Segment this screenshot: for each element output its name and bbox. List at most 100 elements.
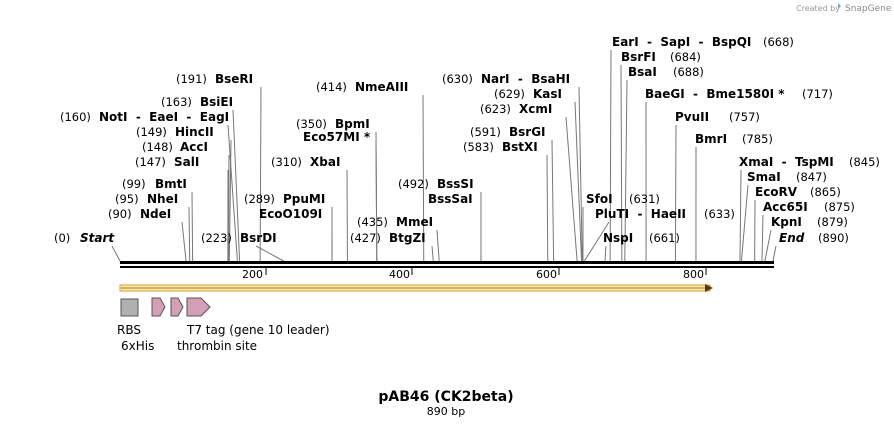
site-label[interactable]: SalI bbox=[174, 155, 199, 169]
site-leader-line bbox=[620, 64, 623, 262]
site-label[interactable]: SfoI bbox=[586, 192, 613, 206]
site-leader-lines bbox=[111, 49, 777, 262]
site-leader-line bbox=[624, 79, 628, 262]
credit-brand: SnapGene bbox=[845, 4, 892, 14]
site-leader-line bbox=[188, 206, 191, 262]
site-label[interactable]: MmeI bbox=[396, 215, 433, 229]
site-position: (223) bbox=[201, 231, 232, 245]
site-position: (163) bbox=[161, 95, 192, 109]
snapgene-logo-icon bbox=[838, 3, 841, 9]
site-position: (785) bbox=[742, 132, 773, 146]
site-label[interactable]: NspI bbox=[603, 231, 633, 245]
ruler-label: 200 bbox=[242, 268, 263, 281]
site-label[interactable]: NotI - EaeI - EagI bbox=[99, 110, 229, 124]
site-label[interactable]: Acc65I bbox=[763, 200, 808, 214]
site-position: (865) bbox=[810, 185, 841, 199]
site-label[interactable]: End bbox=[779, 231, 805, 245]
site-label[interactable]: Start bbox=[80, 231, 115, 245]
rbs-feature[interactable] bbox=[120, 298, 139, 317]
site-leader-line bbox=[259, 86, 262, 262]
site-leader-line bbox=[584, 221, 610, 262]
site-position: (684) bbox=[670, 50, 701, 64]
site-label[interactable]: BssSI bbox=[437, 177, 474, 191]
orf-arrow[interactable] bbox=[119, 284, 713, 292]
site-leader-line bbox=[565, 116, 578, 262]
site-label[interactable]: BseRI bbox=[215, 72, 253, 86]
restriction-site-labels: (0) Start (90) NdeI (95) NheI (99) BmtI … bbox=[54, 35, 880, 245]
site-position: (427) bbox=[350, 231, 381, 245]
site-leader-line bbox=[227, 124, 238, 262]
credit-prefix: Created by bbox=[796, 4, 840, 13]
site-label[interactable]: PpuMI bbox=[283, 192, 325, 206]
his-tag-feature[interactable] bbox=[151, 297, 166, 317]
plasmid-length: 890 bp bbox=[427, 405, 465, 418]
site-label[interactable]: XcmI bbox=[519, 102, 552, 116]
site-label[interactable]: EcoO109I bbox=[259, 207, 322, 221]
site-position: (350) bbox=[296, 117, 327, 131]
site-label[interactable]: BmtI bbox=[155, 177, 187, 191]
thrombin-site-label: thrombin site bbox=[177, 339, 257, 353]
site-label[interactable]: KasI bbox=[533, 87, 562, 101]
site-label[interactable]: BtgZI bbox=[389, 231, 426, 245]
site-label[interactable]: BssSaI bbox=[428, 192, 473, 206]
site-leader-line bbox=[436, 229, 440, 262]
site-leader-line bbox=[578, 86, 583, 262]
site-label[interactable]: BsiEI bbox=[200, 95, 233, 109]
site-label[interactable]: BaeGI - Bme1580I * bbox=[645, 87, 785, 101]
site-label[interactable]: Eco57MI * bbox=[303, 130, 371, 144]
site-label[interactable]: HincII bbox=[175, 125, 214, 139]
site-label[interactable]: EcoRV bbox=[755, 185, 798, 199]
site-label[interactable]: NarI - BsaHI bbox=[481, 72, 570, 86]
site-label[interactable]: BsrFI bbox=[621, 50, 656, 64]
site-label[interactable]: BsaI bbox=[628, 65, 657, 79]
site-label[interactable]: BsrDI bbox=[240, 231, 277, 245]
site-position: (847) bbox=[796, 170, 827, 184]
ruler-label: 600 bbox=[536, 268, 557, 281]
site-position: (414) bbox=[316, 80, 347, 94]
site-label[interactable]: AccI bbox=[180, 140, 208, 154]
site-label[interactable]: NdeI bbox=[140, 207, 171, 221]
ruler-label: 800 bbox=[683, 268, 704, 281]
site-leader-line bbox=[422, 94, 425, 262]
site-label[interactable]: BsrGI bbox=[509, 125, 546, 139]
site-position: (310) bbox=[271, 155, 302, 169]
site-label[interactable]: BstXI bbox=[502, 140, 538, 154]
site-leader-line bbox=[375, 131, 378, 262]
site-position: (90) bbox=[108, 207, 132, 221]
site-position: (95) bbox=[115, 192, 139, 206]
site-leader-line bbox=[546, 154, 549, 262]
site-label[interactable]: BpmI bbox=[335, 117, 370, 131]
site-label[interactable]: EarI - SapI - BspQI bbox=[612, 35, 751, 49]
thrombin-site-feature[interactable] bbox=[170, 297, 184, 317]
site-leader-line bbox=[431, 245, 434, 262]
site-position: (661) bbox=[649, 231, 680, 245]
site-label[interactable]: PvuII bbox=[675, 110, 709, 124]
site-leader-line bbox=[761, 214, 764, 262]
site-leader-line bbox=[181, 221, 187, 262]
site-position: (149) bbox=[136, 125, 167, 139]
site-label[interactable]: PluTI - HaeII bbox=[595, 207, 686, 221]
site-leader-line bbox=[604, 245, 607, 262]
site-position: (160) bbox=[60, 110, 91, 124]
t7-tag-feature[interactable] bbox=[186, 297, 211, 317]
site-position: (147) bbox=[135, 155, 166, 169]
site-leader-line bbox=[739, 169, 742, 262]
site-label[interactable]: NheI bbox=[147, 192, 178, 206]
site-label[interactable]: XbaI bbox=[310, 155, 340, 169]
site-label[interactable]: BmrI bbox=[695, 132, 727, 146]
site-leader-line bbox=[674, 124, 677, 262]
site-position: (289) bbox=[244, 192, 275, 206]
site-position: (879) bbox=[817, 215, 848, 229]
site-label[interactable]: XmaI - TspMI bbox=[739, 155, 834, 169]
site-position: (890) bbox=[818, 231, 849, 245]
site-label[interactable]: KpnI bbox=[771, 215, 802, 229]
site-position: (583) bbox=[463, 140, 494, 154]
site-position: (717) bbox=[802, 87, 833, 101]
site-position: (688) bbox=[673, 65, 704, 79]
sequence-backbone-bottom bbox=[120, 266, 774, 268]
ruler: 200 400 600 800 bbox=[242, 268, 707, 281]
site-label[interactable]: SmaI bbox=[747, 170, 781, 184]
site-position: (668) bbox=[763, 35, 794, 49]
site-label[interactable]: NmeAIII bbox=[355, 80, 408, 94]
